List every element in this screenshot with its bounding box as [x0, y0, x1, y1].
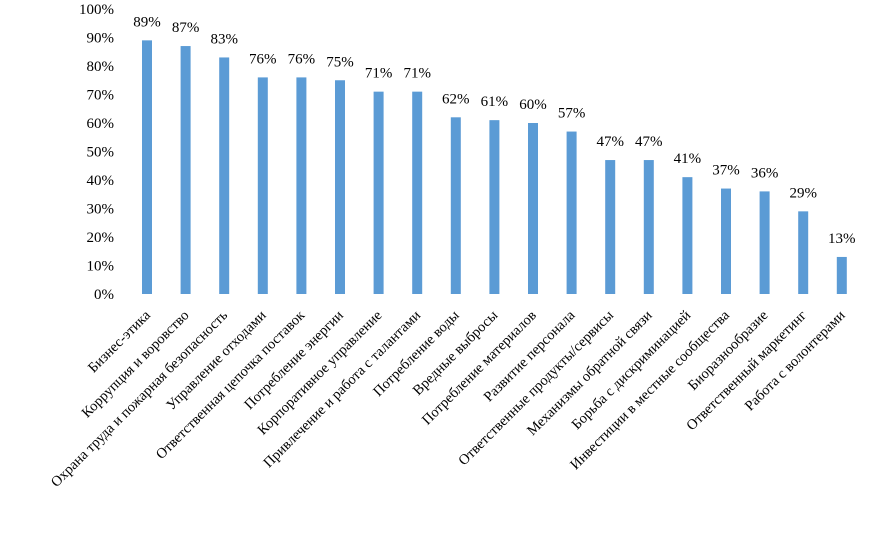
y-tick-label: 50%: [87, 145, 115, 161]
bar: [759, 191, 770, 294]
bar: [798, 211, 809, 294]
bar: [180, 46, 191, 294]
data-label: 47%: [596, 134, 624, 150]
data-label: 13%: [828, 231, 856, 247]
bar: [450, 117, 461, 294]
y-tick-label: 10%: [87, 259, 115, 275]
y-tick-label: 70%: [87, 88, 115, 104]
data-label: 75%: [326, 54, 354, 70]
bar: [528, 123, 538, 294]
bar: [489, 120, 500, 295]
y-tick-label: 60%: [87, 116, 115, 132]
bar: [412, 91, 423, 295]
data-label: 76%: [249, 51, 277, 67]
data-label: 83%: [210, 31, 238, 47]
data-label: 76%: [288, 51, 316, 67]
bar: [643, 160, 654, 294]
bar: [219, 57, 230, 295]
data-label: 37%: [712, 163, 740, 179]
data-label: 29%: [789, 185, 817, 201]
data-label: 87%: [172, 20, 200, 36]
y-axis-tick-labels: 0% 10% 20% 30% 40% 50% 60% 70% 80% 90% 100%: [79, 2, 114, 303]
bar: [566, 131, 577, 294]
data-label: 71%: [365, 66, 393, 82]
data-label: 60%: [519, 97, 547, 113]
bar: [373, 91, 384, 295]
bar: [296, 77, 307, 295]
y-tick-label: 20%: [87, 230, 115, 246]
data-label: 62%: [442, 91, 470, 107]
category-label: Охрана труда и пожарная безопасность: [48, 307, 231, 490]
data-label: 36%: [751, 165, 779, 181]
y-tick-label: 80%: [87, 59, 115, 75]
y-tick-label: 0%: [94, 287, 114, 303]
data-label: 57%: [558, 106, 586, 122]
y-tick-label: 90%: [87, 31, 115, 47]
y-tick-label: 40%: [87, 173, 115, 189]
y-tick-label: 30%: [87, 202, 115, 218]
data-labels-group: 89% 87% 83% 76% 76% 75% 71% 71% 62% 61% 60% 57% 47% 4…: [133, 14, 855, 247]
bar: [257, 77, 268, 295]
bars-group: [142, 40, 847, 295]
data-label: 41%: [674, 151, 702, 167]
bar: [836, 256, 847, 294]
y-tick-label: 100%: [79, 2, 114, 18]
bar: [142, 40, 152, 294]
bar: [682, 177, 693, 294]
bar: [721, 188, 731, 294]
bar: [605, 160, 616, 294]
data-label: 61%: [481, 94, 509, 110]
bar: [335, 80, 345, 294]
data-label: 71%: [403, 66, 431, 82]
data-label: 47%: [635, 134, 663, 150]
data-label: 89%: [133, 14, 161, 30]
